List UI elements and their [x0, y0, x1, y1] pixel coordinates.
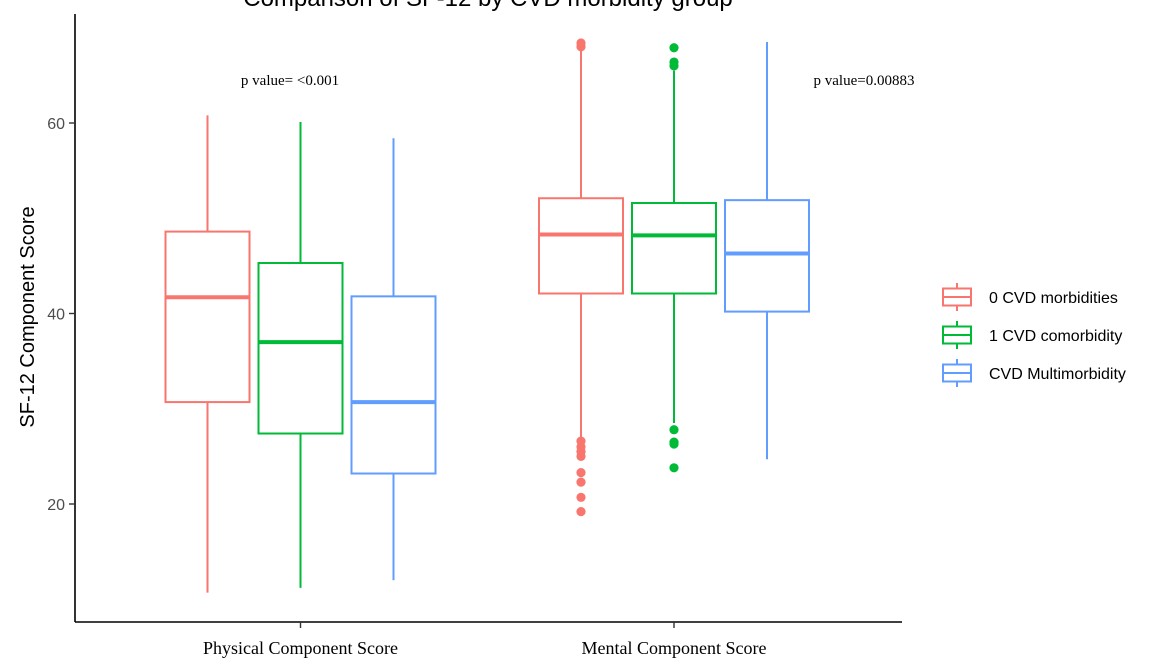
outlier-point-6	[669, 463, 679, 473]
legend: 0 CVD morbidities 1 CVD comorbidity CVD Mu…	[942, 283, 1126, 387]
p-value-annotation-1: p value=0.00883	[814, 73, 915, 89]
outlier-point-1	[576, 38, 586, 48]
outlier-point-5	[576, 451, 586, 461]
box-2-0	[350, 138, 437, 581]
box-0-1	[538, 38, 624, 517]
outlier-point-7	[576, 477, 586, 487]
outlier-point-8	[576, 492, 586, 502]
legend-label-0: 0 CVD morbidities	[989, 290, 1118, 307]
outlier-point-6	[576, 467, 586, 478]
chart-title: Comparison of SF-12 by CVD morbidity gro…	[243, 0, 733, 12]
box-iqr	[538, 197, 624, 295]
box-iqr	[631, 202, 717, 295]
x-tick-label-1: Mental Component Score	[582, 638, 767, 658]
outlier-point-9	[576, 507, 586, 517]
y-axis-label: SF-12 Component Score	[17, 206, 39, 427]
box-iqr	[257, 262, 344, 435]
plot-area: 20 40 60 Physical Component Score Mental Com…	[47, 14, 914, 658]
y-tick-label-20: 20	[47, 497, 65, 514]
box-iqr	[724, 199, 810, 313]
box-1-1	[631, 43, 717, 473]
outlier-point-5	[669, 439, 679, 449]
box-1-0	[257, 122, 344, 588]
outlier-point-2	[669, 61, 679, 71]
y-tick-label-60: 60	[47, 116, 65, 133]
legend-label-1: 1 CVD comorbidity	[989, 328, 1122, 345]
box-iqr	[350, 295, 437, 475]
legend-label-2: CVD Multimorbidity	[989, 366, 1126, 383]
x-tick-label-0: Physical Component Score	[203, 638, 398, 658]
p-value-annotation-0: p value= <0.001	[241, 73, 339, 89]
outlier-point-0	[669, 43, 679, 53]
box-2-1	[724, 42, 810, 460]
box-iqr	[164, 230, 251, 404]
y-tick-label-40: 40	[47, 307, 65, 324]
outlier-point-3	[669, 425, 679, 435]
legend-entry-1: 1 CVD comorbidity	[942, 321, 1122, 349]
legend-entry-2: CVD Multimorbidity	[942, 359, 1126, 387]
legend-entry-0: 0 CVD morbidities	[942, 283, 1118, 311]
box-0-0	[164, 115, 251, 593]
